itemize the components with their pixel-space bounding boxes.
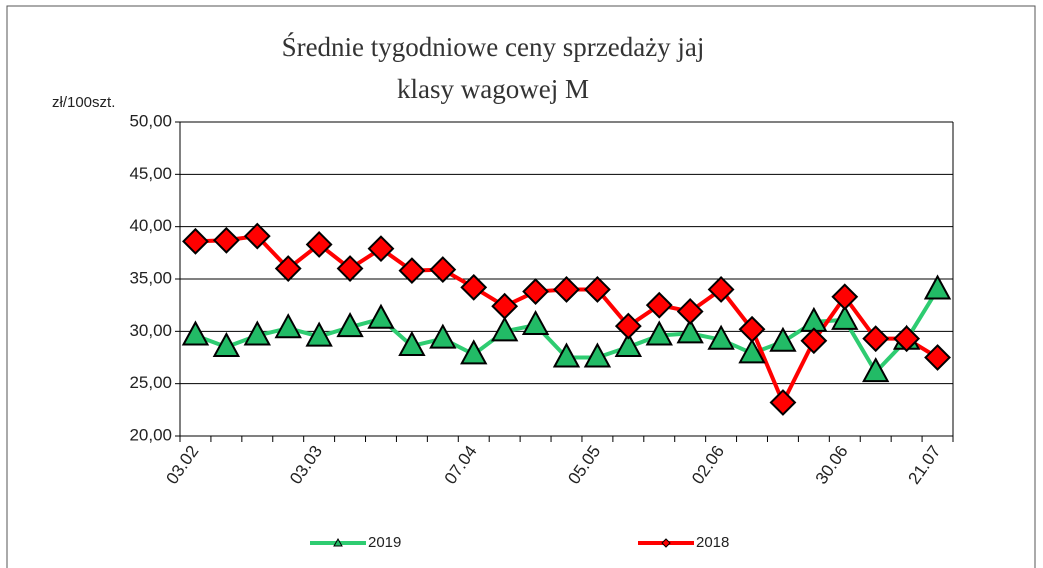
marker <box>614 312 642 340</box>
legend-label: 2019 <box>368 534 401 551</box>
marker <box>862 357 890 383</box>
marker <box>181 320 210 346</box>
marker <box>707 276 735 303</box>
legend-marker <box>333 537 343 547</box>
marker <box>243 320 271 346</box>
marker <box>521 309 550 336</box>
marker <box>460 273 488 301</box>
marker <box>645 320 673 346</box>
y-tick-label: 35,00 <box>129 268 172 287</box>
marker <box>460 339 488 365</box>
marker <box>490 316 519 342</box>
marker <box>552 342 581 368</box>
marker <box>491 292 519 320</box>
marker <box>429 323 457 349</box>
marker <box>769 389 797 416</box>
marker <box>274 313 302 339</box>
y-tick-label: 20,00 <box>129 425 172 444</box>
marker <box>553 276 580 303</box>
legend-marker <box>661 538 671 548</box>
marker <box>367 235 395 263</box>
marker <box>243 222 271 250</box>
legend-label: 2018 <box>696 534 729 551</box>
marker <box>212 226 240 254</box>
y-axis-label: zł/100szt. <box>52 94 115 111</box>
marker <box>522 278 549 305</box>
chart-border <box>6 5 1036 568</box>
marker <box>336 255 364 282</box>
marker <box>584 276 611 303</box>
y-tick-label: 25,00 <box>129 373 172 392</box>
marker <box>676 298 704 325</box>
marker <box>862 325 890 353</box>
marker <box>800 327 828 355</box>
marker <box>923 274 952 300</box>
marker <box>924 344 951 371</box>
marker <box>212 331 241 358</box>
marker <box>893 325 921 353</box>
marker <box>831 304 859 330</box>
marker <box>429 256 457 283</box>
marker <box>645 291 673 319</box>
chart-title: klasy wagowej M <box>397 74 589 104</box>
marker <box>769 326 797 352</box>
chart-title: Średnie tygodniowe ceny sprzedaży jaj <box>282 32 705 62</box>
marker <box>583 342 612 368</box>
marker <box>305 321 333 347</box>
marker <box>398 330 426 356</box>
marker <box>738 338 766 364</box>
marker <box>707 324 735 350</box>
marker <box>614 331 643 358</box>
y-tick-label: 45,00 <box>129 164 172 183</box>
marker <box>182 227 209 255</box>
marker <box>676 318 704 344</box>
y-tick-label: 50,00 <box>129 111 172 130</box>
marker <box>367 303 395 329</box>
y-tick-label: 40,00 <box>129 216 172 235</box>
marker <box>738 315 766 343</box>
y-tick-label: 30,00 <box>129 321 172 340</box>
marker <box>336 312 364 338</box>
marker <box>398 257 426 285</box>
marker <box>831 283 859 311</box>
marker <box>274 255 302 282</box>
marker <box>305 231 333 258</box>
